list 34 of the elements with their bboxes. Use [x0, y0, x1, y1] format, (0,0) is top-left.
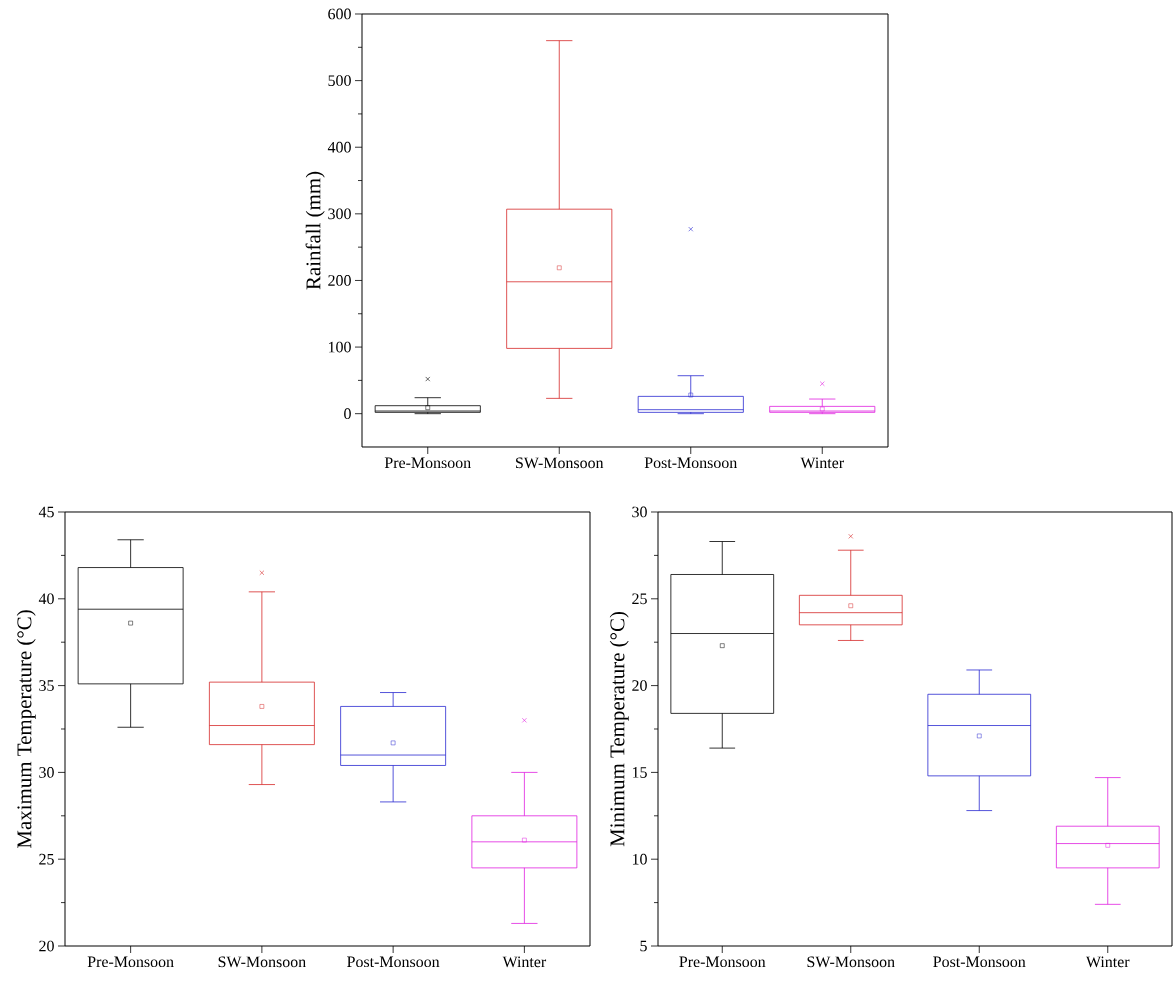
- y-tick-label: 100: [328, 341, 351, 353]
- y-tick-label: 25: [39, 853, 54, 865]
- y-tick-label: 35: [39, 680, 54, 691]
- y-tick-label: 15: [632, 767, 647, 778]
- x-tick-label: SW-Monsoon: [807, 956, 895, 968]
- y-tick-label: 45: [38, 506, 54, 518]
- y-tick-label: 300: [328, 208, 351, 220]
- y-tick-label: 500: [328, 75, 351, 86]
- y-axis-title: Rainfall (mm): [305, 171, 325, 290]
- x-tick-label: Pre-Monsoon: [87, 956, 174, 968]
- x-tick-label: Post-Monsoon: [347, 956, 440, 968]
- y-tick-label: 30: [632, 506, 647, 518]
- y-tick-label: 600: [328, 8, 351, 20]
- y-tick-label: 30: [39, 767, 54, 778]
- x-tick-label: Winter: [800, 457, 844, 469]
- x-tick-label: Winter: [1085, 956, 1130, 968]
- y-tick-label: 40: [38, 593, 54, 605]
- y-tick-label: 400: [327, 141, 351, 153]
- x-tick-label: Pre-Monsoon: [679, 956, 766, 968]
- y-tick-label: 20: [632, 680, 647, 691]
- y-tick-label: 20: [39, 940, 54, 952]
- x-tick-label: SW-Monsoon: [218, 956, 306, 968]
- x-tick-label: Post-Monsoon: [644, 457, 738, 469]
- x-tick-label: SW-Monsoon: [516, 457, 604, 469]
- y-tick-label: 5: [640, 940, 647, 952]
- y-axis-title: Minimum Temperature (°C): [609, 611, 629, 847]
- y-tick-label: 25: [632, 593, 647, 605]
- y-axis-title: Maximum Temperature (°C): [16, 610, 36, 849]
- y-tick-label: 200: [328, 275, 351, 286]
- x-tick-label: Post-Monsoon: [933, 956, 1026, 968]
- y-tick-label: 0: [344, 408, 351, 420]
- y-tick-label: 10: [632, 853, 647, 865]
- x-tick-label: Pre-Monsoon: [384, 457, 471, 469]
- x-tick-label: Winter: [502, 956, 547, 968]
